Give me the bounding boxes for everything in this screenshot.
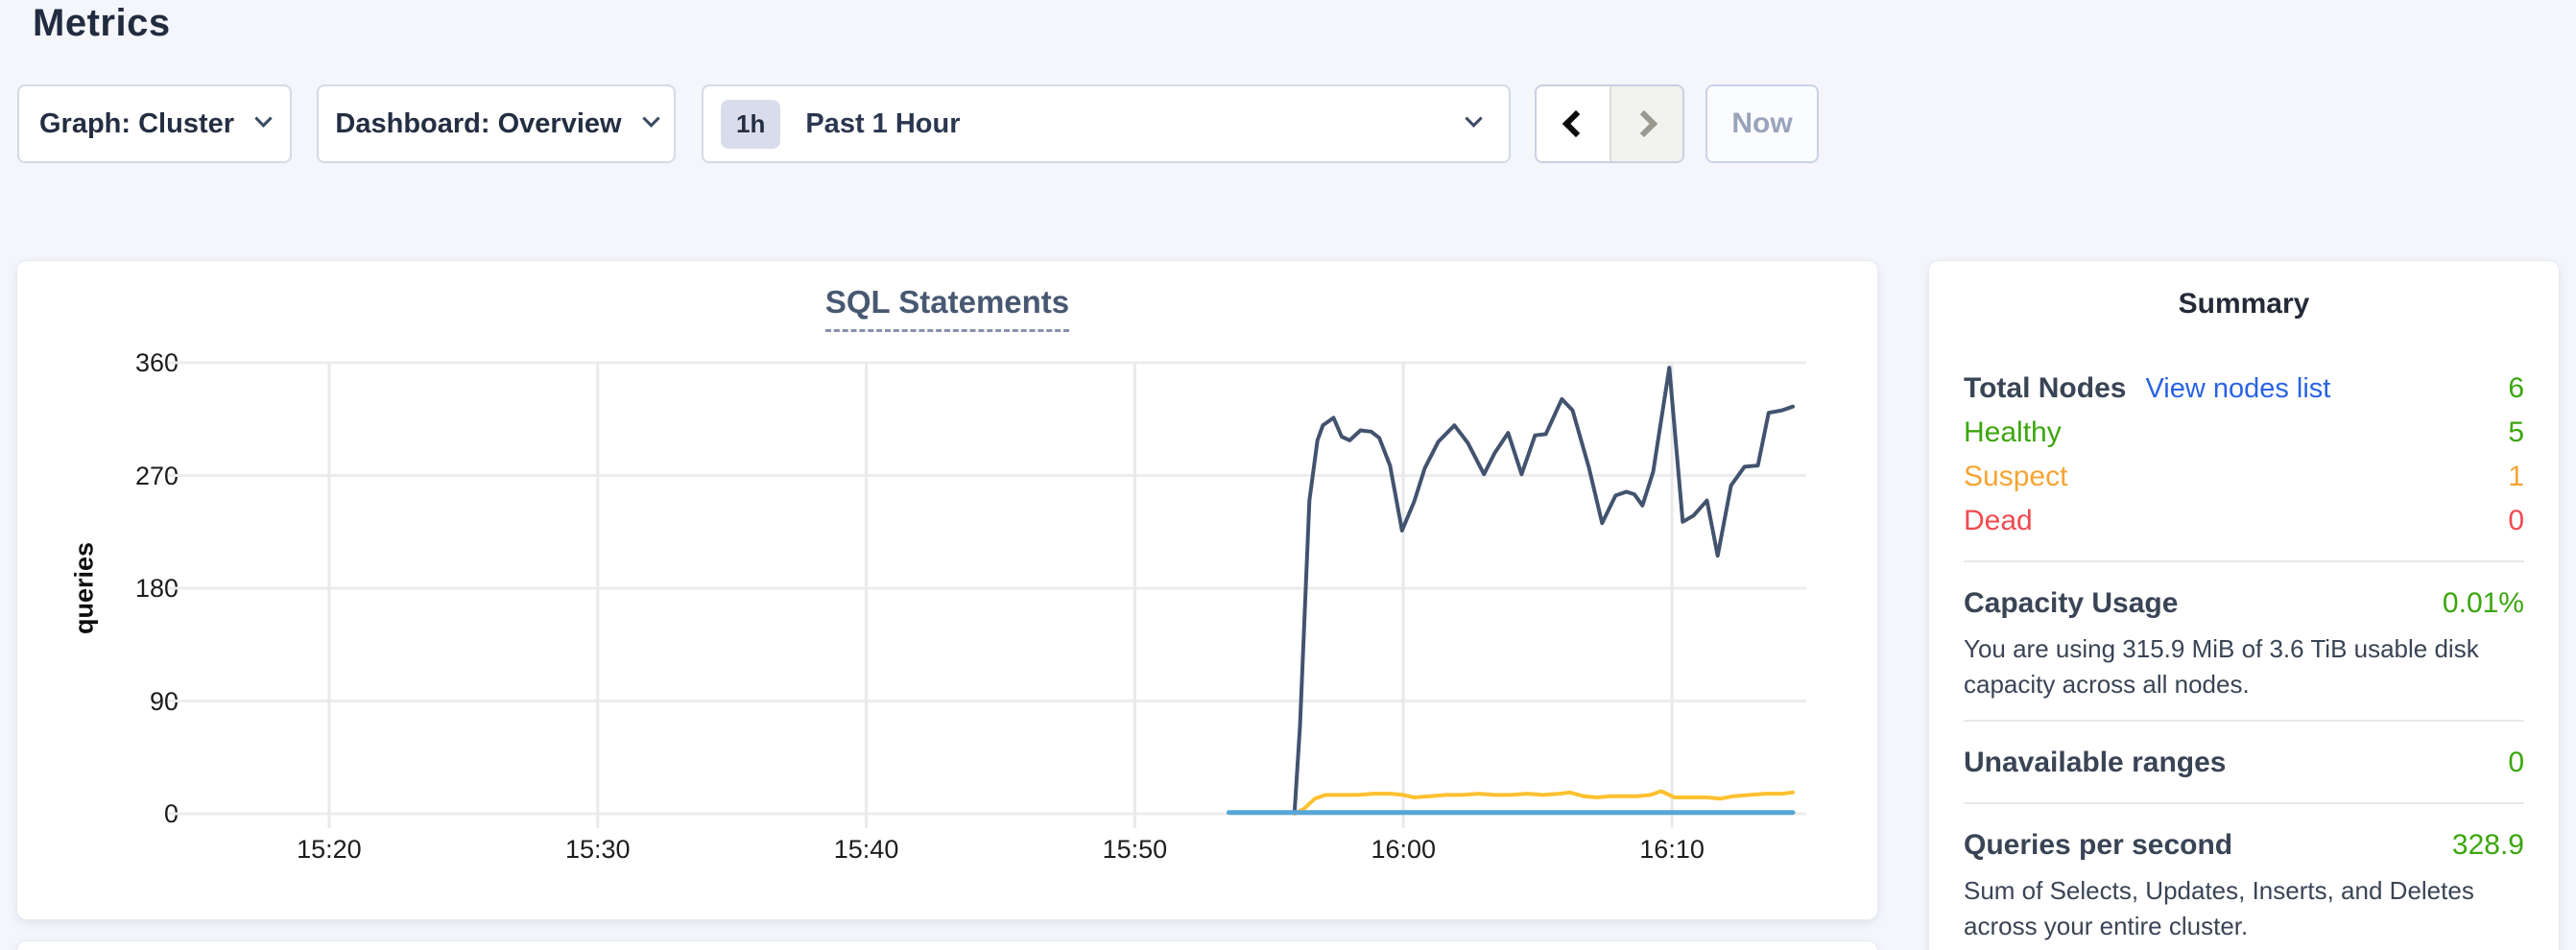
time-step-button-group bbox=[1535, 84, 1684, 163]
chevron-down-icon bbox=[1465, 108, 1483, 128]
unavailable-ranges-label: Unavailable ranges bbox=[1964, 747, 2227, 778]
chevron-left-icon bbox=[1562, 109, 1590, 138]
queries-per-second-description: Sum of Selects, Updates, Inserts, and De… bbox=[1964, 876, 2474, 940]
page-title: Metrics bbox=[33, 2, 171, 44]
dead-label: Dead bbox=[1964, 505, 2033, 536]
healthy-nodes-row: Healthy 5 bbox=[1964, 411, 2524, 455]
x-tick-label: 15:50 bbox=[1102, 835, 1168, 864]
y-tick-label: 90 bbox=[149, 686, 179, 716]
healthy-value: 5 bbox=[2508, 416, 2524, 448]
y-tick-label: 360 bbox=[134, 348, 179, 377]
suspect-value: 1 bbox=[2508, 461, 2524, 492]
queries-per-second-label: Queries per second bbox=[1964, 829, 2233, 861]
next-chart-card bbox=[17, 941, 1877, 950]
x-tick-label: 16:00 bbox=[1371, 835, 1437, 864]
dashboard-selector-dropdown[interactable]: Dashboard: Overview bbox=[317, 84, 676, 163]
graph-selector-label: Graph: Cluster bbox=[38, 107, 235, 139]
now-button[interactable]: Now bbox=[1705, 84, 1819, 163]
chevron-down-icon bbox=[641, 108, 660, 128]
sql-statements-chart-card: SQL Statements queries 0 90 180 270 360 15:2… bbox=[17, 261, 1877, 919]
total-nodes-label: Total Nodes bbox=[1964, 372, 2127, 404]
graph-selector-dropdown[interactable]: Graph: Cluster bbox=[17, 84, 292, 163]
x-tick-label: 15:40 bbox=[833, 835, 899, 864]
chart-title[interactable]: SQL Statements bbox=[824, 284, 1070, 332]
divider bbox=[1964, 802, 2524, 804]
chart-plot-area[interactable] bbox=[168, 344, 1806, 843]
suspect-nodes-row: Suspect 1 bbox=[1964, 455, 2524, 499]
divider bbox=[1964, 720, 2524, 722]
x-tick-label: 15:30 bbox=[564, 835, 631, 864]
suspect-label: Suspect bbox=[1964, 461, 2068, 492]
dead-value: 0 bbox=[2508, 505, 2524, 536]
chart-title-row: SQL Statements bbox=[17, 284, 1877, 332]
time-window-badge: 1h bbox=[721, 99, 781, 149]
sql-statements-plot-svg bbox=[168, 361, 1806, 828]
capacity-usage-value: 0.01% bbox=[2442, 587, 2524, 619]
unavailable-ranges-value: 0 bbox=[2508, 747, 2524, 778]
healthy-label: Healthy bbox=[1964, 416, 2062, 448]
queries-per-second-value: 328.9 bbox=[2451, 829, 2524, 861]
capacity-usage-row: Capacity Usage 0.01% bbox=[1964, 582, 2524, 626]
time-step-back-button[interactable] bbox=[1537, 86, 1610, 161]
chevron-right-icon bbox=[1630, 109, 1658, 138]
total-nodes-value: 6 bbox=[2508, 372, 2524, 404]
x-axis-ticks: 15:20 15:30 15:40 15:50 16:00 16:10 bbox=[168, 835, 1806, 873]
y-tick-label: 180 bbox=[134, 574, 179, 603]
summary-panel: Summary Total Nodes View nodes list 6 He… bbox=[1929, 261, 2559, 950]
dashboard-selector-label: Dashboard: Overview bbox=[335, 107, 622, 139]
total-nodes-row: Total Nodes View nodes list 6 bbox=[1964, 367, 2524, 411]
unavailable-ranges-row: Unavailable ranges 0 bbox=[1964, 741, 2524, 785]
queries-per-second-row: Queries per second 328.9 bbox=[1964, 823, 2524, 867]
y-tick-label: 0 bbox=[163, 799, 179, 828]
time-window-label: Past 1 Hour bbox=[805, 107, 961, 139]
x-tick-label: 15:20 bbox=[297, 835, 362, 864]
y-tick-label: 270 bbox=[134, 461, 179, 490]
time-range-dropdown[interactable]: 1h Past 1 Hour bbox=[702, 84, 1511, 163]
summary-title: Summary bbox=[2178, 288, 2310, 320]
dead-nodes-row: Dead 0 bbox=[1964, 499, 2524, 543]
chevron-down-icon bbox=[254, 108, 273, 128]
x-tick-label: 16:10 bbox=[1639, 835, 1705, 864]
view-nodes-list-link[interactable]: View nodes list bbox=[2145, 372, 2331, 404]
divider bbox=[1964, 560, 2524, 562]
capacity-usage-description: You are using 315.9 MiB of 3.6 TiB usabl… bbox=[1964, 634, 2479, 699]
capacity-usage-label: Capacity Usage bbox=[1964, 587, 2179, 619]
time-step-forward-button[interactable] bbox=[1610, 86, 1682, 161]
